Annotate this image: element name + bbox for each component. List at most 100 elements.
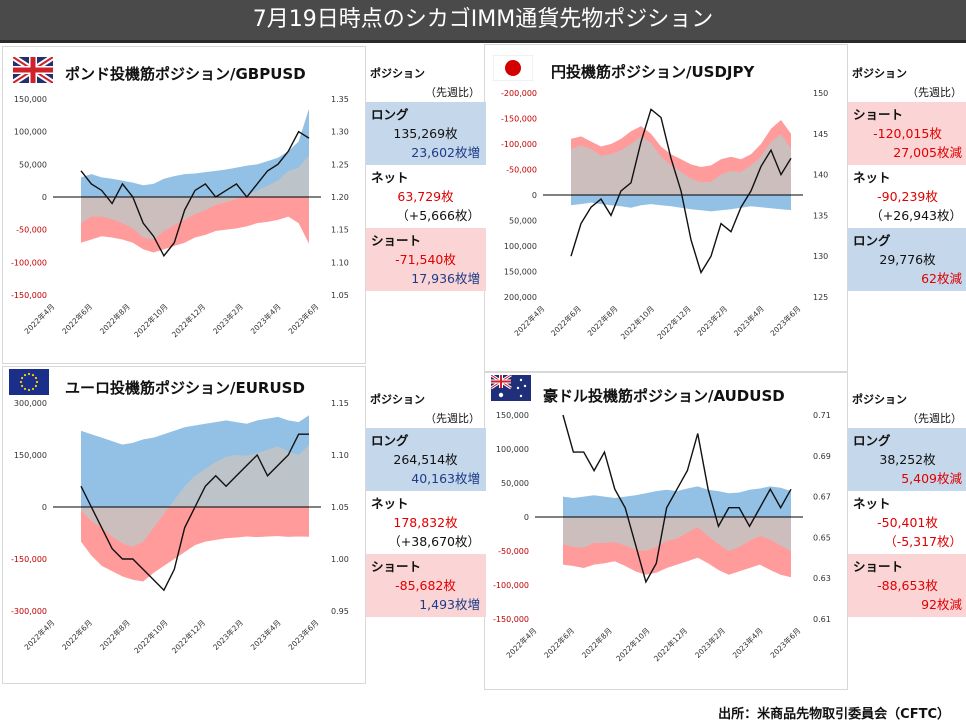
y-tick-label: -150,000	[501, 115, 537, 124]
australia-flag-icon	[491, 375, 531, 401]
aud-panel: 豪ドル投機筋ポジション/AUDUSD 150,000 100,000 50,000 0…	[484, 372, 848, 690]
y2-tick-label: 0.61	[813, 615, 831, 624]
y-tick-label: -150,000	[493, 615, 529, 624]
y-tick-label: 50,000	[501, 479, 529, 488]
stat-label: ロング	[371, 107, 409, 122]
y-tick-label: 150,000	[496, 411, 529, 420]
eur-chart: 300,000 150,000 0 -150,000 -300,000 1.15 1.10 1…	[11, 399, 349, 655]
x-tick-label: 2022年12月	[169, 617, 207, 655]
stat-label: ロング	[853, 233, 891, 248]
jpy-chart-title: 円投機筋ポジション/USDJPY	[551, 63, 755, 81]
eu-star	[27, 388, 31, 392]
stat-label: ネット	[371, 496, 409, 511]
stat-box: ショート -120,015枚 27,005枚減	[848, 102, 966, 165]
stats-header: ポジション	[370, 393, 425, 406]
y2-tick-label: 0.65	[813, 533, 831, 542]
price-line	[562, 414, 792, 584]
stats-sub: （先週比）	[425, 412, 480, 425]
source-note: 出所：米商品先物取引委員会（CFTC）	[718, 707, 950, 722]
y-tick-label: 50,000	[19, 160, 47, 169]
aud-chart: 150,000 100,000 50,000 0 -50,000 -100,000 -150…	[493, 411, 831, 663]
y-tick-label: 150,000	[14, 95, 47, 104]
net-area	[81, 445, 309, 547]
x-tick-label: 2022年4月	[512, 303, 547, 338]
stat-box: ショート -88,653枚 92枚減	[848, 554, 966, 617]
y2-tick-label: 125	[813, 293, 828, 302]
uk-flag-icon	[13, 57, 53, 83]
x-tick-label: 2022年8月	[97, 301, 132, 336]
stat-box: ネット -50,401枚 （-5,317枚）	[848, 491, 966, 554]
y-tick-label: -50,000	[498, 547, 529, 556]
eu-star	[31, 387, 35, 391]
x-tick-label: 2023年4月	[730, 625, 765, 660]
y2-tick-label: 1.20	[331, 193, 349, 202]
stat-label: ロング	[371, 433, 409, 448]
jpy-chart: -200,000 -150,000 -100,000 -50,000 0 50,000 10…	[501, 89, 828, 341]
eu-star	[23, 387, 27, 391]
x-tick-label: 2023年4月	[248, 301, 283, 336]
stat-value: 29,776枚	[879, 252, 936, 267]
y2-tick-label: 1.30	[331, 128, 349, 137]
x-tick-label: 2023年2月	[210, 301, 245, 336]
y-tick-label: 100,000	[496, 445, 529, 454]
stat-box: ロング 135,269枚 23,602枚増	[366, 102, 486, 165]
long-area	[81, 108, 309, 197]
stat-change: （+26,943枚）	[870, 208, 962, 223]
y-tick-label: -50,000	[16, 226, 47, 235]
x-tick-label: 2022年4月	[22, 617, 57, 652]
x-tick-label: 2022年4月	[504, 625, 539, 660]
y-tick-label: -150,000	[11, 555, 47, 564]
eu-star	[31, 373, 35, 377]
stat-box: ショート -71,540枚 17,936枚増	[366, 228, 486, 291]
gbp-panel: ポンド投機筋ポジション/GBPUSD 150,000 100,000 50,000 0…	[2, 46, 366, 364]
stat-change: 17,936枚増	[411, 271, 480, 286]
aud-stats: ポジション （先週比） ロング 38,252枚 5,409枚減 ネット -50,401…	[848, 390, 966, 617]
stat-box: ネット -90,239枚 （+26,943枚）	[848, 165, 966, 228]
y-tick-label: 50,000	[509, 217, 537, 226]
y-tick-label: 200,000	[504, 293, 537, 302]
stat-change: 40,163枚増	[411, 471, 480, 486]
y-tick-label: 100,000	[504, 242, 537, 251]
eu-star	[20, 376, 24, 380]
stat-value: -85,682枚	[395, 578, 456, 593]
y-tick-label: -50,000	[506, 166, 537, 175]
net-area	[571, 134, 791, 195]
stat-change: 5,409枚減	[901, 471, 962, 486]
stat-value: -88,653枚	[877, 578, 938, 593]
stat-change: 62枚減	[921, 271, 962, 286]
y-tick-label: -150,000	[11, 291, 47, 300]
stats-sub: （先週比）	[425, 86, 480, 99]
x-tick-label: 2023年2月	[695, 303, 730, 338]
x-tick-label: 2023年4月	[248, 617, 283, 652]
y-tick-label: 0	[532, 191, 537, 200]
stat-change: 27,005枚減	[893, 145, 962, 160]
y2-tick-label: 1.05	[331, 291, 349, 300]
x-tick-label: 2022年10月	[614, 625, 652, 663]
y-tick-label: -300,000	[11, 607, 47, 616]
stat-value: 63,729枚	[397, 189, 454, 204]
stat-change: 92枚減	[921, 597, 962, 612]
y-tick-label: 300,000	[14, 399, 47, 408]
y-tick-label: 0	[42, 193, 47, 202]
gbp-chart-title: ポンド投機筋ポジション/GBPUSD	[65, 65, 306, 83]
x-tick-label: 2022年12月	[655, 303, 693, 341]
eu-star	[34, 384, 38, 388]
x-tick-label: 2022年10月	[132, 617, 170, 655]
y2-tick-label: 1.05	[331, 503, 349, 512]
y-tick-label: 150,000	[14, 451, 47, 460]
x-tick-label: 2023年2月	[210, 617, 245, 652]
stats-header: ポジション	[852, 393, 907, 406]
x-tick-label: 2023年6月	[286, 617, 321, 652]
stat-label: ショート	[371, 559, 422, 574]
x-tick-label: 2022年8月	[97, 617, 132, 652]
y-tick-label: -100,000	[11, 258, 47, 267]
y2-tick-label: 135	[813, 211, 828, 220]
gbp-stats: ポジション （先週比） ロング 135,269枚 23,602枚増 ネット 63,72…	[366, 64, 486, 291]
stat-label: ショート	[853, 559, 904, 574]
eu-star	[20, 384, 24, 388]
stats-sub: （先週比）	[907, 86, 962, 99]
x-tick-label: 2022年12月	[651, 625, 689, 663]
aud-chart-title: 豪ドル投機筋ポジション/AUDUSD	[543, 387, 785, 405]
stat-value: -90,239枚	[877, 189, 938, 204]
x-tick-label: 2023年2月	[692, 625, 727, 660]
